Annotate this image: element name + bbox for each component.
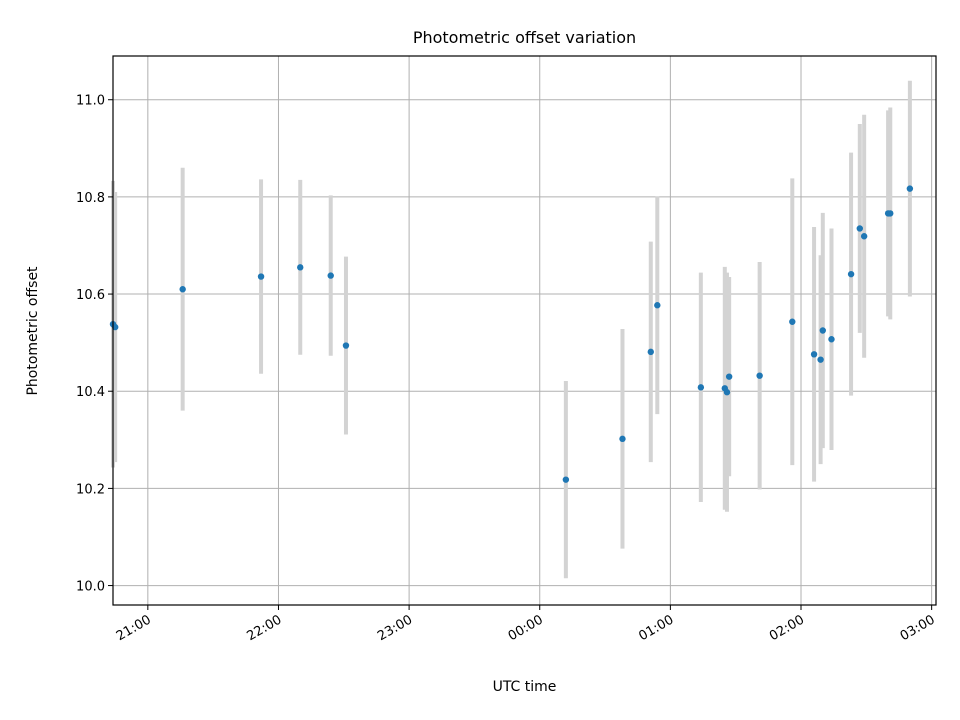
data-point xyxy=(654,302,661,309)
data-point xyxy=(817,356,824,363)
x-tick-label: 03:00 xyxy=(898,612,938,644)
y-tick-label: 10.6 xyxy=(76,288,105,303)
data-point xyxy=(342,342,350,349)
y-tick-label: 10.8 xyxy=(76,191,105,206)
data-point xyxy=(297,264,304,271)
grid xyxy=(113,56,936,605)
data-point xyxy=(562,476,570,483)
y-axis-ticks: 10.0 10.2 10.4 10.6 10.8 11.0 xyxy=(76,94,113,595)
data-point xyxy=(828,336,835,343)
plot-frame xyxy=(112,55,937,606)
x-tick-label: 01:00 xyxy=(636,612,676,644)
data-point xyxy=(810,351,818,358)
data-point xyxy=(860,233,868,240)
y-tick-label: 10.2 xyxy=(76,482,105,497)
data-point xyxy=(647,348,654,356)
x-tick-label: 00:00 xyxy=(506,612,546,644)
x-axis-ticks: 21:00 22:00 23:00 00:00 01:00 02:00 03:00 xyxy=(114,605,938,644)
data-point xyxy=(856,225,863,232)
data-point xyxy=(723,389,731,396)
data-point xyxy=(789,318,796,325)
data-points xyxy=(109,185,914,483)
data-point xyxy=(819,327,826,334)
y-axis-label: Photometric offset xyxy=(25,266,41,396)
data-point xyxy=(756,372,763,379)
y-tick-label: 10.0 xyxy=(76,580,105,595)
data-point xyxy=(906,185,914,192)
chart-title: Photometric offset variation xyxy=(413,28,636,47)
data-point xyxy=(887,210,894,217)
data-point xyxy=(179,286,186,293)
y-tick-label: 10.4 xyxy=(76,385,105,400)
x-tick-label: 21:00 xyxy=(114,612,154,644)
data-point xyxy=(327,272,334,279)
y-tick-label: 11.0 xyxy=(76,94,105,109)
data-point xyxy=(257,273,265,280)
data-point xyxy=(725,373,733,380)
x-tick-label: 23:00 xyxy=(375,612,415,644)
data-point xyxy=(619,435,626,443)
error-bars xyxy=(111,80,912,579)
data-point xyxy=(847,270,855,278)
x-tick-label: 22:00 xyxy=(245,612,285,644)
x-axis-label: UTC time xyxy=(493,679,557,695)
x-tick-label: 02:00 xyxy=(767,612,807,644)
data-point xyxy=(697,384,705,391)
